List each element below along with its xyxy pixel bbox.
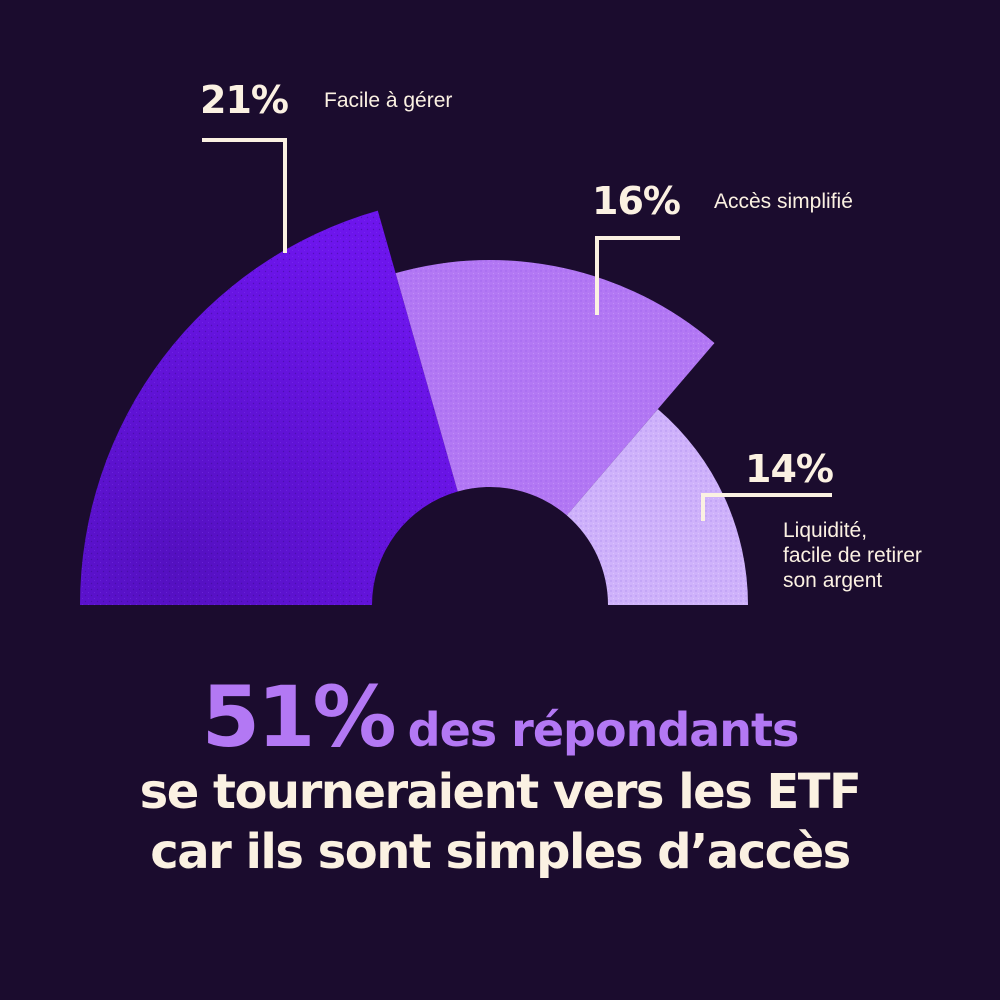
pie-slice-3-texture xyxy=(566,409,748,605)
leader-line-2 xyxy=(595,236,680,315)
headline-line-1: 51% des répondants xyxy=(0,672,1000,762)
slice-category-label-3: Liquidité, facile de retirer son argent xyxy=(783,519,922,592)
slice-category-label-3-line-1: Liquidité, xyxy=(783,519,867,542)
headline-line-2: se tourneraient vers les ETF xyxy=(139,764,862,820)
headline-line-3: car ils sont simples d’accès xyxy=(150,824,851,880)
slice-category-label-1: Facile à gérer xyxy=(324,89,452,112)
leader-line-3 xyxy=(701,493,832,521)
headline: 51% des répondants se tourneraient vers l… xyxy=(0,672,1000,882)
slice-value-label-1: 21% xyxy=(200,78,288,122)
leader-line-1 xyxy=(202,138,287,253)
slice-category-label-2: Accès simplifié xyxy=(714,190,853,213)
slice-category-label-3-line-3: son argent xyxy=(783,569,882,592)
slice-value-label-3: 14% xyxy=(745,447,833,491)
pie-slice-2-texture xyxy=(395,260,715,516)
slice-value-label-2: 16% xyxy=(592,179,680,223)
headline-big-percent: 51% xyxy=(201,668,397,766)
slice-category-label-3-line-2: facile de retirer xyxy=(783,544,922,567)
pie-slice-1-texture xyxy=(80,210,458,605)
headline-accent-text: des répondants xyxy=(407,703,800,757)
pie-chart: 21% Facile à gérer 16% Accès simplifié 14% Li… xyxy=(80,78,922,605)
